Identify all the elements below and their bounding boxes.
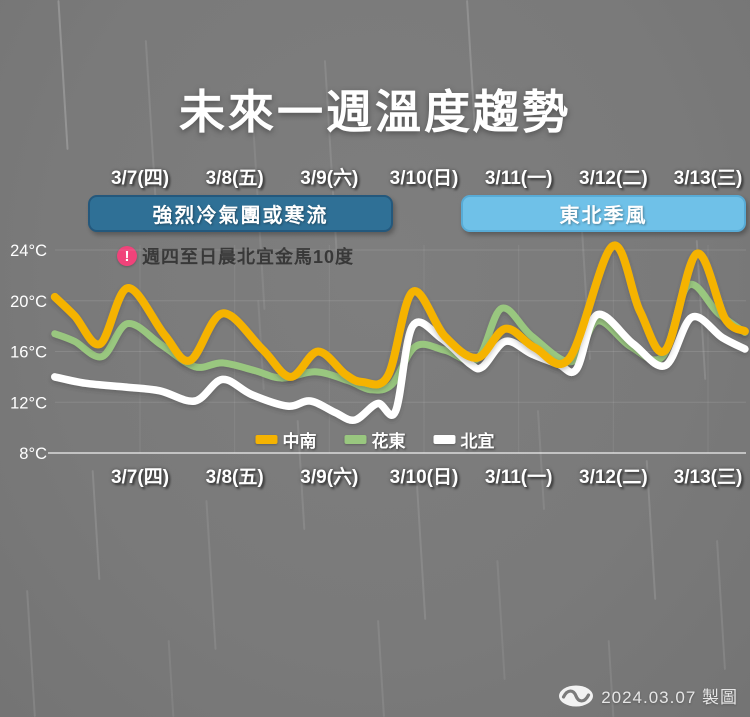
y-axis-label: 20°C xyxy=(10,293,47,311)
legend-item: 中南 xyxy=(255,427,317,452)
date-row-top: 3/7(四) 3/8(五) 3/9(六) 3/10(日) 3/11(一) 3/12(二) 3… xyxy=(0,163,750,189)
date-label: 3/13(三) xyxy=(673,467,743,488)
date-label: 3/12(二) xyxy=(579,467,648,488)
legend-swatch xyxy=(433,435,456,444)
date-row-bottom: 3/7(四) 3/8(五) 3/9(六) 3/10(日) 3/11(一) 3/12(二) 3… xyxy=(0,462,750,488)
northeast-monsoon-banner: 東北季風 xyxy=(461,195,746,232)
date-label: 3/8(五) xyxy=(205,168,264,189)
footer-date: 2024.03.07 製圖 xyxy=(601,688,738,707)
y-axis-label: 8°C xyxy=(19,445,47,463)
date-label: 3/9(六) xyxy=(300,467,359,488)
date-label: 3/7(四) xyxy=(110,467,170,488)
legend-item: 花東 xyxy=(344,427,406,452)
date-label: 3/10(日) xyxy=(389,467,459,488)
y-axis-label: 12°C xyxy=(10,394,47,412)
page-title: 未來一週溫度趨勢 xyxy=(179,86,571,138)
legend-label: 花東 xyxy=(371,432,406,451)
series-line-3 xyxy=(51,310,749,424)
series-line-1 xyxy=(50,241,749,389)
exclamation-icon: ! xyxy=(117,246,137,266)
cwa-logo-icon xyxy=(559,685,594,706)
legend-label: 北宜 xyxy=(460,432,495,451)
date-label: 3/7(四) xyxy=(110,168,170,189)
cold-surge-banner: 強烈冷氣團或寒流 xyxy=(88,195,393,232)
date-label: 3/9(六) xyxy=(300,168,359,189)
y-axis-label: 16°C xyxy=(10,344,47,362)
legend-swatch xyxy=(344,435,367,444)
low-temp-note: ! 週四至日晨北宜金馬10度 xyxy=(117,243,354,269)
northeast-monsoon-banner-label: 東北季風 xyxy=(559,205,648,227)
legend-swatch xyxy=(255,435,278,444)
legend-item: 北宜 xyxy=(433,427,495,452)
date-label: 3/12(二) xyxy=(579,168,648,189)
date-label: 3/11(一) xyxy=(484,467,553,488)
date-label: 3/8(五) xyxy=(205,467,264,488)
y-axis-label: 24°C xyxy=(10,242,47,260)
footer: 2024.03.07 製圖 xyxy=(558,683,738,708)
date-label: 3/11(一) xyxy=(484,168,553,189)
date-label: 3/10(日) xyxy=(389,168,459,189)
date-label: 3/13(三) xyxy=(673,168,743,189)
note-text: 週四至日晨北宜金馬10度 xyxy=(142,247,355,267)
chart-legend: 中南 花東 北宜 xyxy=(255,427,495,452)
cold-surge-banner-label: 強烈冷氣團或寒流 xyxy=(152,205,329,227)
legend-label: 中南 xyxy=(282,432,317,451)
